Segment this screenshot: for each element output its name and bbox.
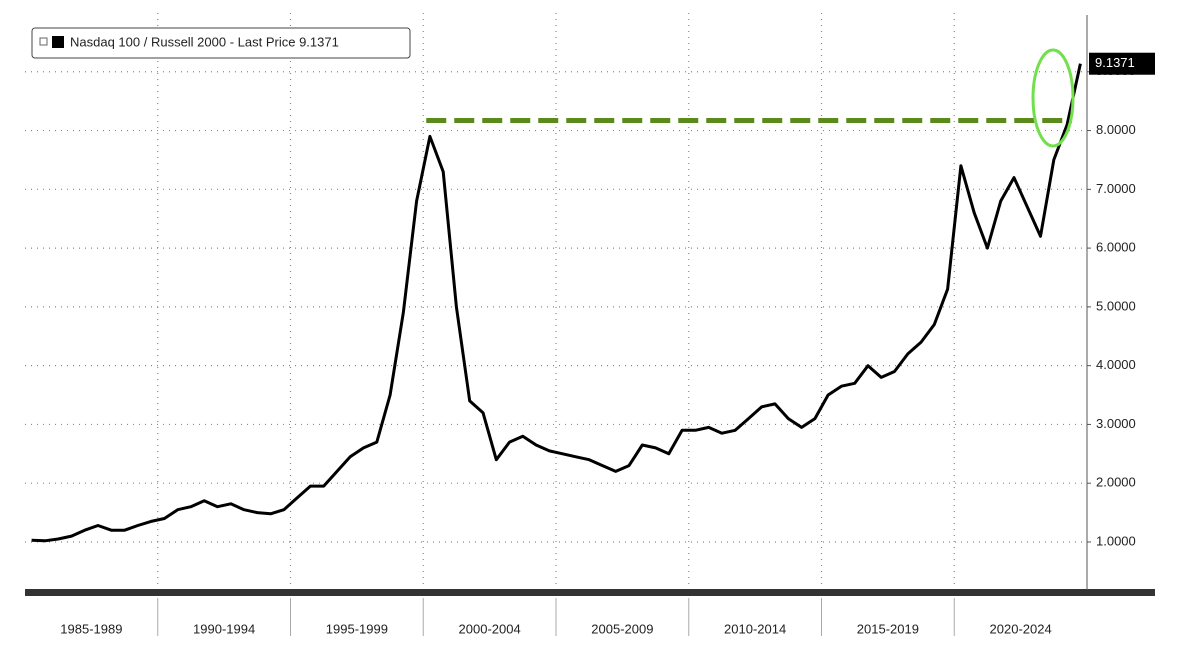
x-tick-label: 1985-1989 (60, 621, 122, 636)
y-tick-label: 3.0000 (1096, 416, 1136, 431)
y-tick-label: 7.0000 (1096, 181, 1136, 196)
x-tick-label: 1995-1999 (326, 621, 388, 636)
highlight-ellipse (1031, 48, 1075, 148)
y-tick-label: 1.0000 (1096, 533, 1136, 548)
x-tick-label: 2015-2019 (857, 621, 919, 636)
legend-box (31, 27, 411, 59)
x-tick-label: 2010-2014 (724, 621, 786, 636)
y-tick-label: 4.0000 (1096, 357, 1136, 372)
legend-swatch (52, 36, 64, 48)
legend-expander (39, 37, 48, 46)
x-tick-label: 2000-2004 (459, 621, 521, 636)
series-line (31, 63, 1082, 543)
x-tick-label: 2020-2024 (990, 621, 1052, 636)
x-axis-bar (25, 589, 1155, 596)
y-tick-label: 2.0000 (1096, 475, 1136, 490)
y-tick-label: 5.0000 (1096, 298, 1136, 313)
legend: Nasdaq 100 / Russell 2000 - Last Price 9… (31, 27, 411, 59)
last-price-label: 9.1371 (1095, 55, 1135, 70)
y-tick-label: 8.0000 (1096, 122, 1136, 137)
x-tick-label: 1990-1994 (193, 621, 255, 636)
y-tick-label: 6.0000 (1096, 240, 1136, 255)
legend-label: Nasdaq 100 / Russell 2000 - Last Price 9… (70, 34, 339, 49)
x-tick-label: 2005-2009 (591, 621, 653, 636)
last-price-box (1089, 52, 1155, 75)
